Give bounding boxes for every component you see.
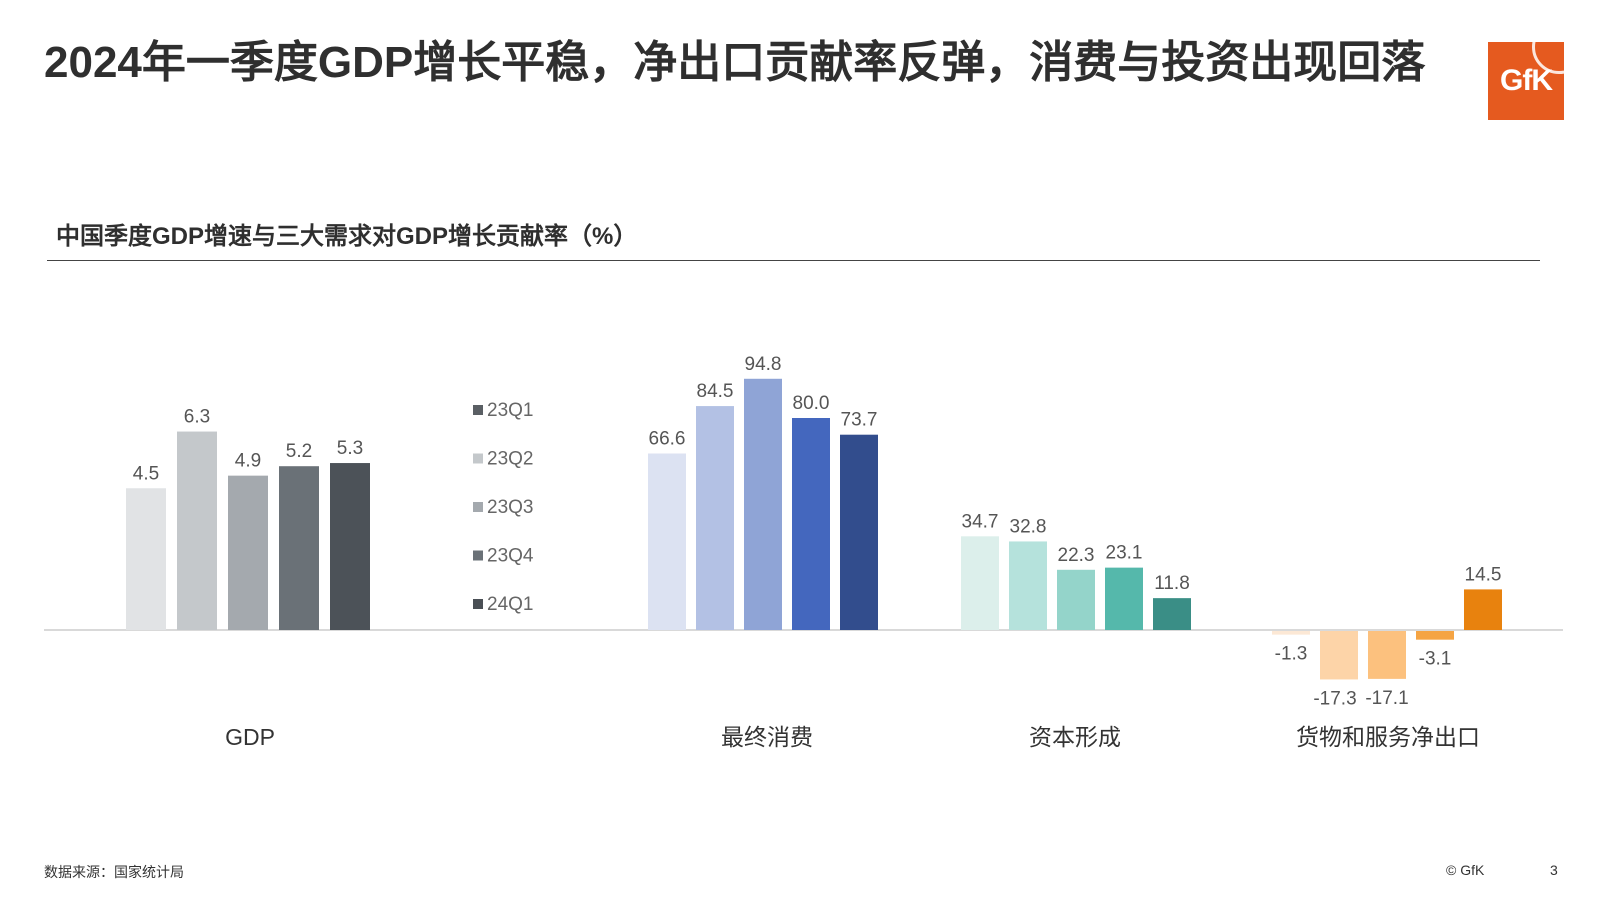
bar-2-4 bbox=[1153, 598, 1191, 630]
data-label-2-1: 32.8 bbox=[1010, 516, 1047, 537]
chart-title: 中国季度GDP增速与三大需求对GDP增长贡献率（%） bbox=[56, 223, 638, 250]
bar-2-0 bbox=[961, 536, 999, 630]
category-label-0: GDP bbox=[225, 724, 275, 750]
legend-swatch-2 bbox=[473, 502, 483, 512]
bar-0-1 bbox=[177, 431, 217, 630]
data-label-2-4: 11.8 bbox=[1154, 573, 1190, 594]
legend-label-2: 23Q3 bbox=[487, 497, 533, 518]
bar-0-4 bbox=[330, 463, 370, 630]
legend-label-1: 23Q2 bbox=[487, 449, 533, 470]
legend-swatch-3 bbox=[473, 550, 483, 561]
legend-swatch-1 bbox=[473, 453, 483, 464]
copyright: © GfK bbox=[1446, 862, 1485, 878]
gfk-logo: GfK bbox=[1488, 42, 1564, 120]
legend-label-3: 23Q4 bbox=[487, 546, 534, 567]
source-note: 数据来源：国家统计局 bbox=[44, 864, 184, 880]
data-label-1-1: 84.5 bbox=[697, 381, 734, 402]
data-label-2-2: 22.3 bbox=[1058, 545, 1095, 566]
page-number: 3 bbox=[1550, 862, 1558, 878]
data-label-3-1: -17.3 bbox=[1313, 688, 1356, 709]
data-label-1-4: 73.7 bbox=[841, 410, 878, 431]
data-label-0-4: 5.3 bbox=[337, 438, 363, 459]
data-label-0-3: 5.2 bbox=[286, 441, 312, 462]
bar-3-0 bbox=[1272, 631, 1310, 635]
bar-3-1 bbox=[1320, 631, 1358, 680]
data-label-3-4: 14.5 bbox=[1465, 564, 1502, 585]
bar-2-3 bbox=[1105, 567, 1143, 630]
bar-chart: 4.5 6.3 4.9 5.2 5.3 GDP 66.6 84.5 94.8 80.0 73.7 最终… bbox=[44, 354, 1563, 750]
bar-1-2 bbox=[744, 378, 782, 630]
data-label-0-1: 6.3 bbox=[184, 407, 210, 428]
data-label-1-0: 66.6 bbox=[649, 429, 686, 450]
bar-1-3 bbox=[792, 418, 830, 630]
bar-3-3 bbox=[1416, 631, 1454, 640]
data-label-1-2: 94.8 bbox=[745, 354, 782, 375]
data-label-3-0: -1.3 bbox=[1275, 644, 1308, 665]
bar-2-1 bbox=[1009, 541, 1047, 630]
data-label-0-2: 4.9 bbox=[235, 451, 261, 472]
legend-label-4: 24Q1 bbox=[487, 594, 533, 615]
bar-0-3 bbox=[279, 466, 319, 630]
page-title: 2024年一季度GDP增长平稳，净出口贡献率反弹，消费与投资出现回落 bbox=[44, 38, 1426, 87]
legend-swatch-0 bbox=[473, 405, 483, 415]
bar-2-2 bbox=[1057, 569, 1095, 630]
bar-0-2 bbox=[228, 475, 268, 630]
title-divider bbox=[47, 260, 1540, 261]
bar-1-1 bbox=[696, 406, 734, 630]
data-label-0-0: 4.5 bbox=[133, 463, 159, 484]
legend-label-0: 23Q1 bbox=[487, 400, 533, 421]
bar-1-0 bbox=[648, 453, 686, 630]
bar-3-2 bbox=[1368, 631, 1406, 679]
data-label-2-0: 34.7 bbox=[962, 511, 999, 532]
data-label-1-3: 80.0 bbox=[793, 393, 830, 414]
data-label-3-2: -17.1 bbox=[1365, 688, 1408, 709]
legend-swatch-4 bbox=[473, 599, 483, 609]
category-label-2: 资本形成 bbox=[1029, 724, 1121, 750]
data-label-2-3: 23.1 bbox=[1106, 543, 1143, 564]
category-label-3: 货物和服务净出口 bbox=[1296, 724, 1480, 750]
bar-3-4 bbox=[1464, 589, 1502, 630]
category-label-1: 最终消费 bbox=[721, 724, 813, 750]
bar-1-4 bbox=[840, 434, 878, 630]
data-label-3-3: -3.1 bbox=[1419, 649, 1452, 670]
bar-0-0 bbox=[126, 488, 166, 630]
